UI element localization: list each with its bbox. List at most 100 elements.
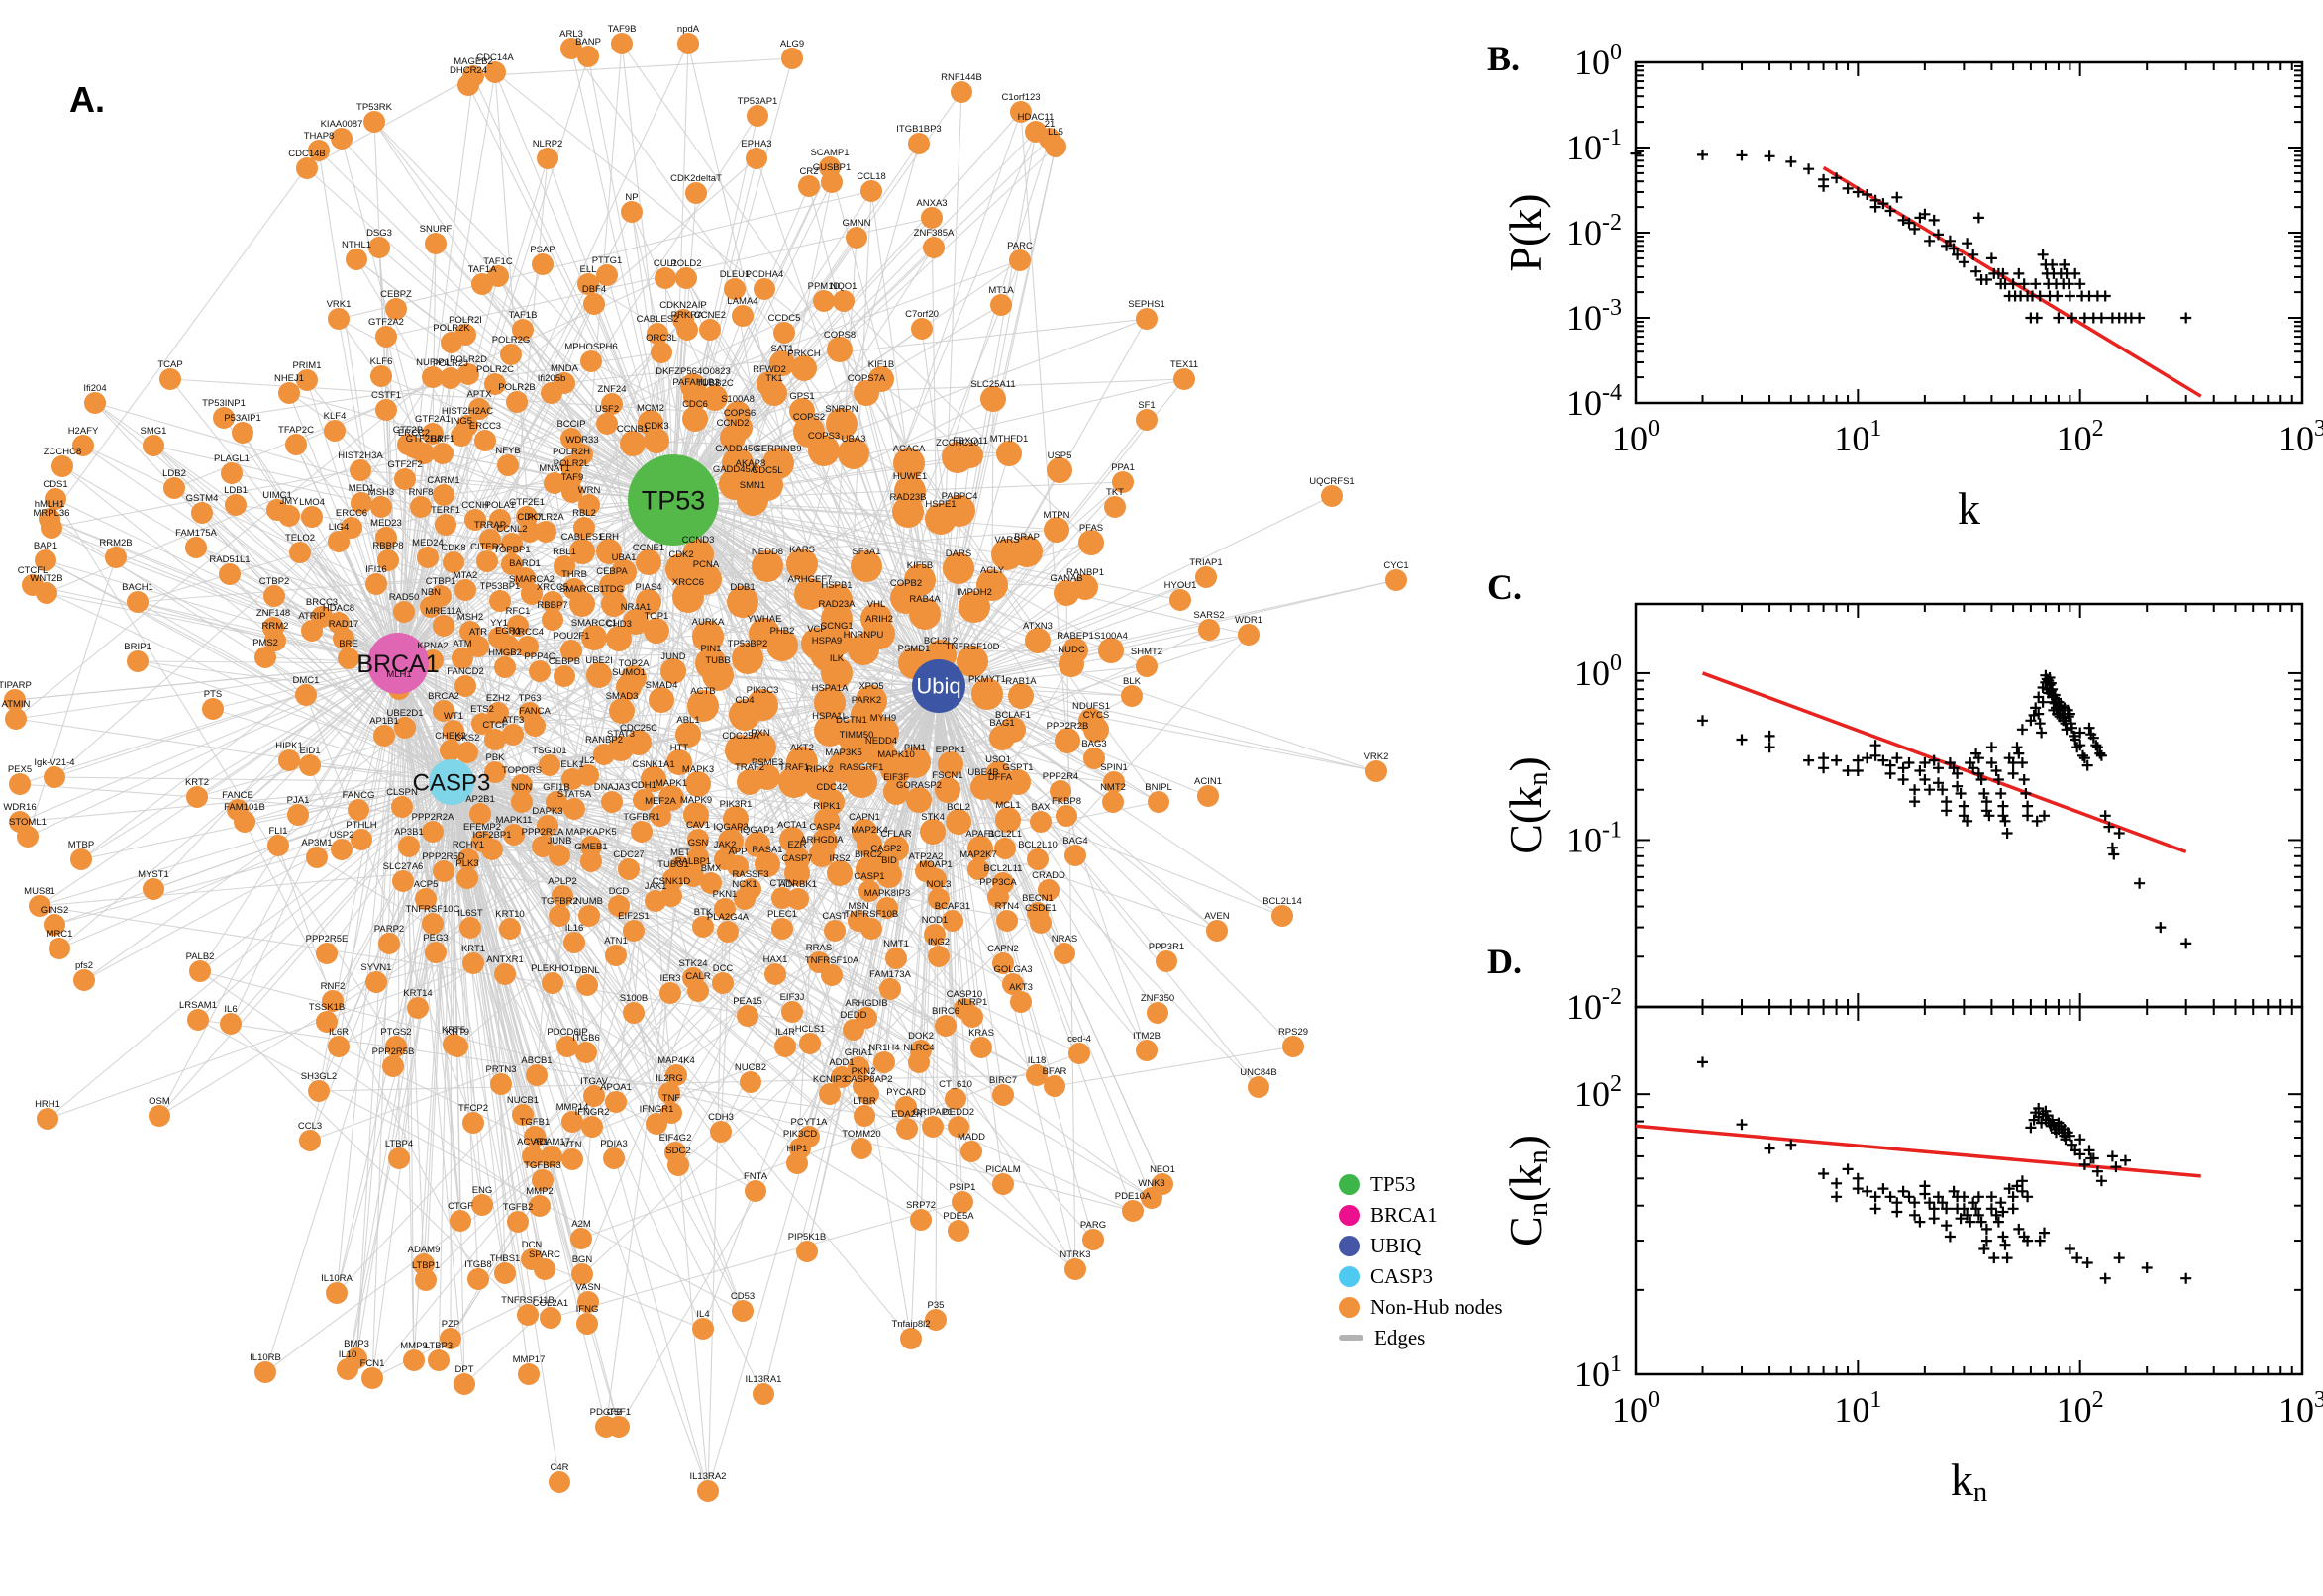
network-node-label: TOP2A [619, 658, 651, 669]
network-node-label: SH3GL2 [301, 1071, 337, 1082]
network-node-label: GORASP2 [896, 780, 942, 791]
network-node [44, 914, 65, 936]
network-node-label: SERPINB9 [756, 444, 802, 454]
network-node [846, 766, 877, 798]
hub-node-ubiq [912, 659, 965, 713]
network-node [1078, 530, 1104, 555]
network-node-label: PIAS4 [636, 582, 662, 593]
network-node-label: NOD1 [922, 915, 948, 926]
network-node-label: RALBP1 [675, 856, 711, 867]
network-node-label: PZP [442, 1319, 459, 1330]
network-edge [672, 499, 940, 900]
network-node-label: SNRPN [825, 404, 858, 415]
non-hub-node-swatch-icon [1339, 1296, 1360, 1318]
network-edge [47, 781, 453, 1120]
network-node-label: NP [625, 192, 638, 203]
network-node-label: BIRC6 [932, 1006, 960, 1017]
network-node [959, 591, 990, 623]
network-node-label: TIMM50 [840, 730, 874, 741]
network-node-label: MAGEB2 [454, 56, 493, 67]
network-node-label: MMP9 [400, 1341, 427, 1351]
network-node [413, 1253, 435, 1275]
network-node-label: GPS1 [789, 391, 814, 402]
network-node [1044, 1075, 1065, 1097]
network-node-label: CASP1 [854, 871, 884, 882]
network-edge [318, 150, 674, 501]
network-node [471, 1194, 493, 1216]
network-node-label: MAP4K4 [657, 1055, 695, 1066]
network-node [368, 237, 390, 258]
network-node-label: ALG9 [780, 39, 804, 50]
network-edge [938, 685, 982, 1048]
network-node [331, 839, 353, 860]
network-node-label: WNT2B [30, 573, 62, 584]
network-node-label: VCP [807, 624, 827, 635]
network-node-label: NLRP2 [533, 139, 563, 150]
network-edge [938, 685, 1167, 962]
network-node-label: HIPK1 [275, 741, 302, 751]
network-node-label: CCNB1 [617, 424, 649, 435]
network-node-label: KLF4 [324, 411, 347, 422]
network-node-label: PARG [1080, 1220, 1106, 1231]
network-edge [921, 328, 1004, 964]
network-node [771, 887, 793, 909]
network-node-label: MMP17 [513, 1354, 546, 1365]
network-node-label: RAD23A [819, 599, 857, 610]
network-node [535, 521, 556, 543]
network-node-label: CITED2 [470, 542, 504, 552]
network-node-label: KRT10 [495, 909, 524, 920]
network-node-label: GSN [688, 838, 709, 848]
network-node-label: POLR2G [492, 335, 531, 346]
network-node-label: PPP2R2A [412, 812, 454, 823]
network-node-label: RIPK1 [813, 801, 840, 812]
network-edge [509, 704, 763, 930]
network-node [311, 606, 333, 628]
network-node [263, 585, 285, 607]
network-node-label: IL6ST [457, 908, 483, 919]
network-edge [672, 499, 1058, 531]
network-node-label: NBN [421, 587, 441, 598]
network-node-label: SLC25A11 [970, 379, 1015, 390]
network-edge [451, 781, 699, 992]
network-edge [938, 419, 1148, 687]
network-node-label: UBA1 [612, 552, 637, 563]
network-node [992, 1173, 1014, 1195]
network-node [994, 838, 1016, 859]
network-node [517, 1304, 539, 1326]
network-node-label: FANCE [222, 790, 253, 801]
network-node [569, 591, 595, 617]
tick-label: 102 [2057, 1387, 2104, 1430]
network-node-label: TGFBR2 [541, 896, 577, 907]
network-node [440, 367, 461, 389]
network-node-label: MRC1 [47, 929, 73, 940]
network-node [586, 662, 612, 688]
network-node [425, 942, 447, 963]
network-node-label: IL16 [565, 923, 584, 934]
network-node-label: IL2 [581, 755, 594, 766]
network-node-label: UNC84B [1240, 1067, 1277, 1078]
network-node-label: HUWE1 [893, 471, 927, 482]
network-node-label: ATN1 [604, 936, 628, 947]
network-node [450, 1210, 471, 1232]
network-node [443, 1034, 464, 1055]
network-node-label: RPS29 [1278, 1027, 1308, 1038]
network-node [1044, 517, 1069, 543]
network-node [710, 1121, 732, 1143]
network-node [187, 1009, 209, 1031]
network-node-label: NRAS [1052, 934, 1077, 945]
network-node [308, 140, 330, 161]
network-node [896, 1118, 918, 1140]
network-node [1064, 845, 1086, 866]
network-node-label: KPNA2 [417, 641, 448, 651]
network-node-label: GSPT1 [1002, 762, 1033, 773]
network-node [549, 1471, 570, 1493]
network-node [851, 550, 882, 582]
network-node-label: CDK8 [441, 543, 465, 553]
network-node-label: TGFBR1 [623, 812, 659, 823]
network-node [971, 678, 1003, 710]
network-node-label: TEX11 [1170, 359, 1198, 370]
network-node-label: PEA15 [733, 996, 762, 1007]
network-node-label: APAF1 [965, 829, 994, 840]
network-node-label: PIK3CD [783, 1129, 817, 1140]
network-node-label: ITGAV [580, 1076, 608, 1087]
